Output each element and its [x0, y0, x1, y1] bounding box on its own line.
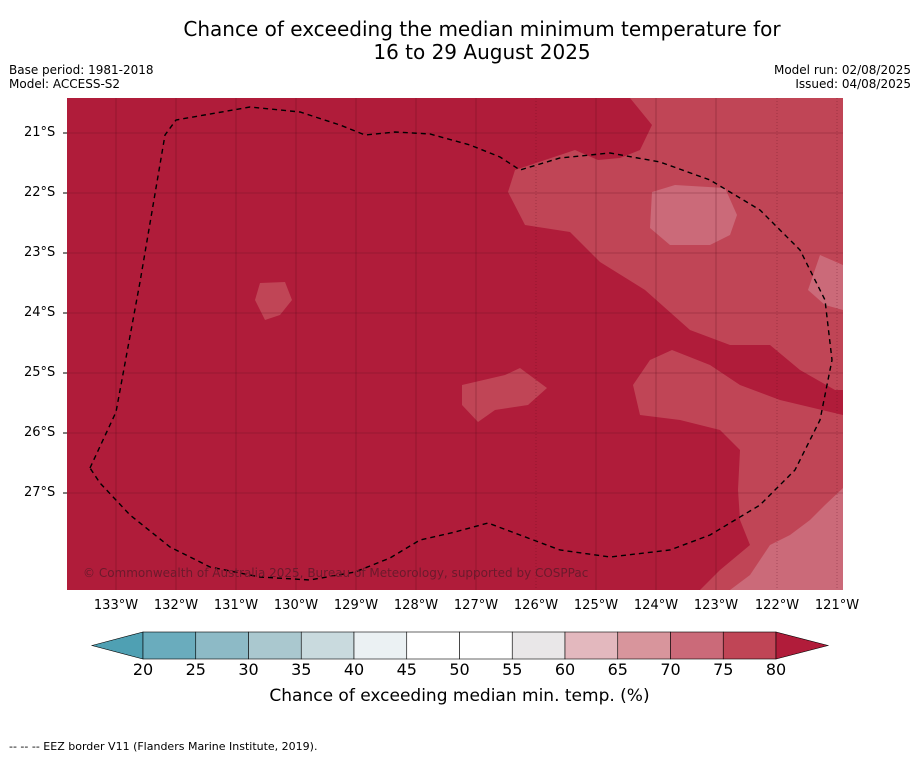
y-label: 25°S [24, 365, 56, 380]
x-label: 124°W [633, 598, 679, 613]
x-label: 129°W [333, 598, 379, 613]
colorbar-label: Chance of exceeding median min. temp. (%… [269, 686, 650, 706]
colorbar-segment [722, 631, 777, 660]
colorbar-segment [406, 631, 460, 660]
model-run: Model run: 02/08/2025 [773, 63, 911, 77]
colorbar-segment [459, 631, 513, 660]
colorbar-tick-label: 35 [291, 660, 312, 679]
colorbar-tick-label: 60 [554, 660, 576, 679]
colorbar-extend-high [775, 631, 830, 660]
colorbar-segment [353, 631, 408, 660]
colorbar-tick-label: 40 [343, 660, 365, 679]
colorbar-segment [564, 631, 619, 660]
meta-left: Base period: 1981-2018 Model: ACCESS-S2 [9, 63, 154, 91]
x-label: 127°W [453, 598, 499, 613]
colorbar-segment [511, 631, 566, 660]
meta-right: Model run: 02/08/2025 Issued: 04/08/2025 [774, 63, 911, 91]
eez-legend-note: -- -- -- EEZ border V11 (Flanders Marine… [9, 740, 318, 753]
zone-75-80-south [633, 350, 843, 590]
eez-border [89, 106, 833, 581]
zone-70-75-southeast [730, 488, 843, 590]
x-label: 121°W [814, 598, 860, 613]
x-label: 123°W [693, 598, 739, 613]
colorbar-tick-label: 65 [607, 660, 628, 679]
colorbar-segment [617, 631, 671, 660]
colorbar [90, 631, 830, 660]
axis-ticks [63, 132, 67, 494]
colorbar-tick-label: 70 [660, 660, 681, 679]
zone-75-80-west-blob [462, 368, 547, 422]
colorbar-segment [195, 631, 249, 660]
zone-70-75-east [808, 255, 843, 310]
map-title: Chance of exceeding the median minimum t… [0, 18, 919, 64]
y-label: 23°S [24, 245, 56, 260]
y-label: 21°S [24, 125, 56, 140]
x-label: 128°W [393, 598, 439, 613]
x-label: 122°W [754, 598, 800, 613]
colorbar-tick-label: 45 [396, 660, 417, 679]
x-label: 131°W [213, 598, 259, 613]
issued-date: Issued: 04/08/2025 [795, 77, 911, 91]
model-name: Model: ACCESS-S2 [9, 77, 121, 91]
base-period: Base period: 1981-2018 [9, 63, 154, 77]
map-area [67, 98, 843, 590]
colorbar-tick-label: 30 [238, 660, 259, 679]
y-label: 24°S [24, 305, 56, 320]
title-line-2: 16 to 29 August 2025 [373, 40, 591, 64]
x-label: 132°W [153, 598, 199, 613]
colorbar-segment [300, 631, 355, 660]
graticule [67, 98, 843, 590]
colorbar-segment [670, 631, 724, 660]
x-label: 130°W [273, 598, 319, 613]
y-label: 27°S [24, 485, 56, 500]
colorbar-tick-label: 55 [502, 660, 523, 679]
zone-75-80-small-blob [255, 282, 292, 320]
x-label: 126°W [513, 598, 559, 613]
y-label: 26°S [24, 425, 56, 440]
colorbar-tick-label: 80 [765, 660, 787, 679]
colorbar-tick-label: 50 [449, 660, 470, 679]
x-label: 125°W [573, 598, 619, 613]
colorbar-tick-label: 75 [713, 660, 734, 679]
colorbar-tick-label: 25 [185, 660, 206, 679]
colorbar-segment [142, 631, 197, 660]
copyright-notice: © Commonwealth of Australia 2025, Bureau… [83, 566, 589, 580]
title-line-1: Chance of exceeding the median minimum t… [183, 17, 781, 41]
x-label: 133°W [93, 598, 139, 613]
zone-70-75-blob [650, 185, 737, 245]
colorbar-extend-low [90, 631, 144, 660]
colorbar-tick-label: 20 [132, 660, 154, 679]
y-label: 22°S [24, 185, 56, 200]
colorbar-segment [248, 631, 302, 660]
